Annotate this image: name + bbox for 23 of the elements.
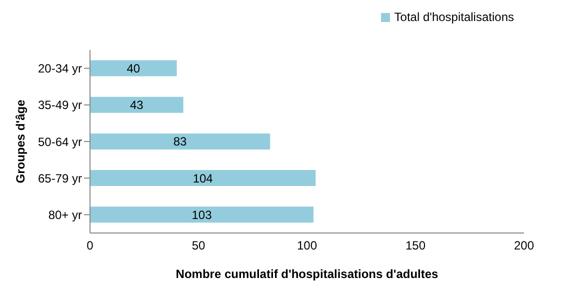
x-tick-label: 0 xyxy=(86,238,94,253)
y-tick-label: 50-64 yr xyxy=(38,134,82,149)
bar xyxy=(90,96,184,113)
x-tick-label: 200 xyxy=(514,238,534,253)
legend-label: Total d'hospitalisations xyxy=(394,10,514,24)
x-tick-label: 100 xyxy=(296,238,318,253)
bar xyxy=(90,170,316,186)
data-label: 104 xyxy=(192,171,214,186)
y-tick-label: 65-79 yr xyxy=(38,171,82,186)
bar xyxy=(90,133,270,150)
data-label: 83 xyxy=(173,134,188,149)
x-tick-label: 50 xyxy=(192,238,206,253)
y-axis-title: Groupes d'âge xyxy=(13,99,28,184)
y-tick-label: 20-34 yr xyxy=(38,62,82,76)
bar xyxy=(90,60,177,76)
x-tick-label: 150 xyxy=(405,238,426,253)
data-label: 43 xyxy=(130,98,144,112)
x-axis-title: Nombre cumulatif d'hospitalisations d'adultes xyxy=(176,267,439,281)
bar xyxy=(90,206,314,223)
data-label: 40 xyxy=(126,62,140,76)
y-tick-label: 35-49 yr xyxy=(38,98,82,112)
y-tick-label: 80+ yr xyxy=(48,208,82,222)
data-label: 103 xyxy=(192,208,212,222)
